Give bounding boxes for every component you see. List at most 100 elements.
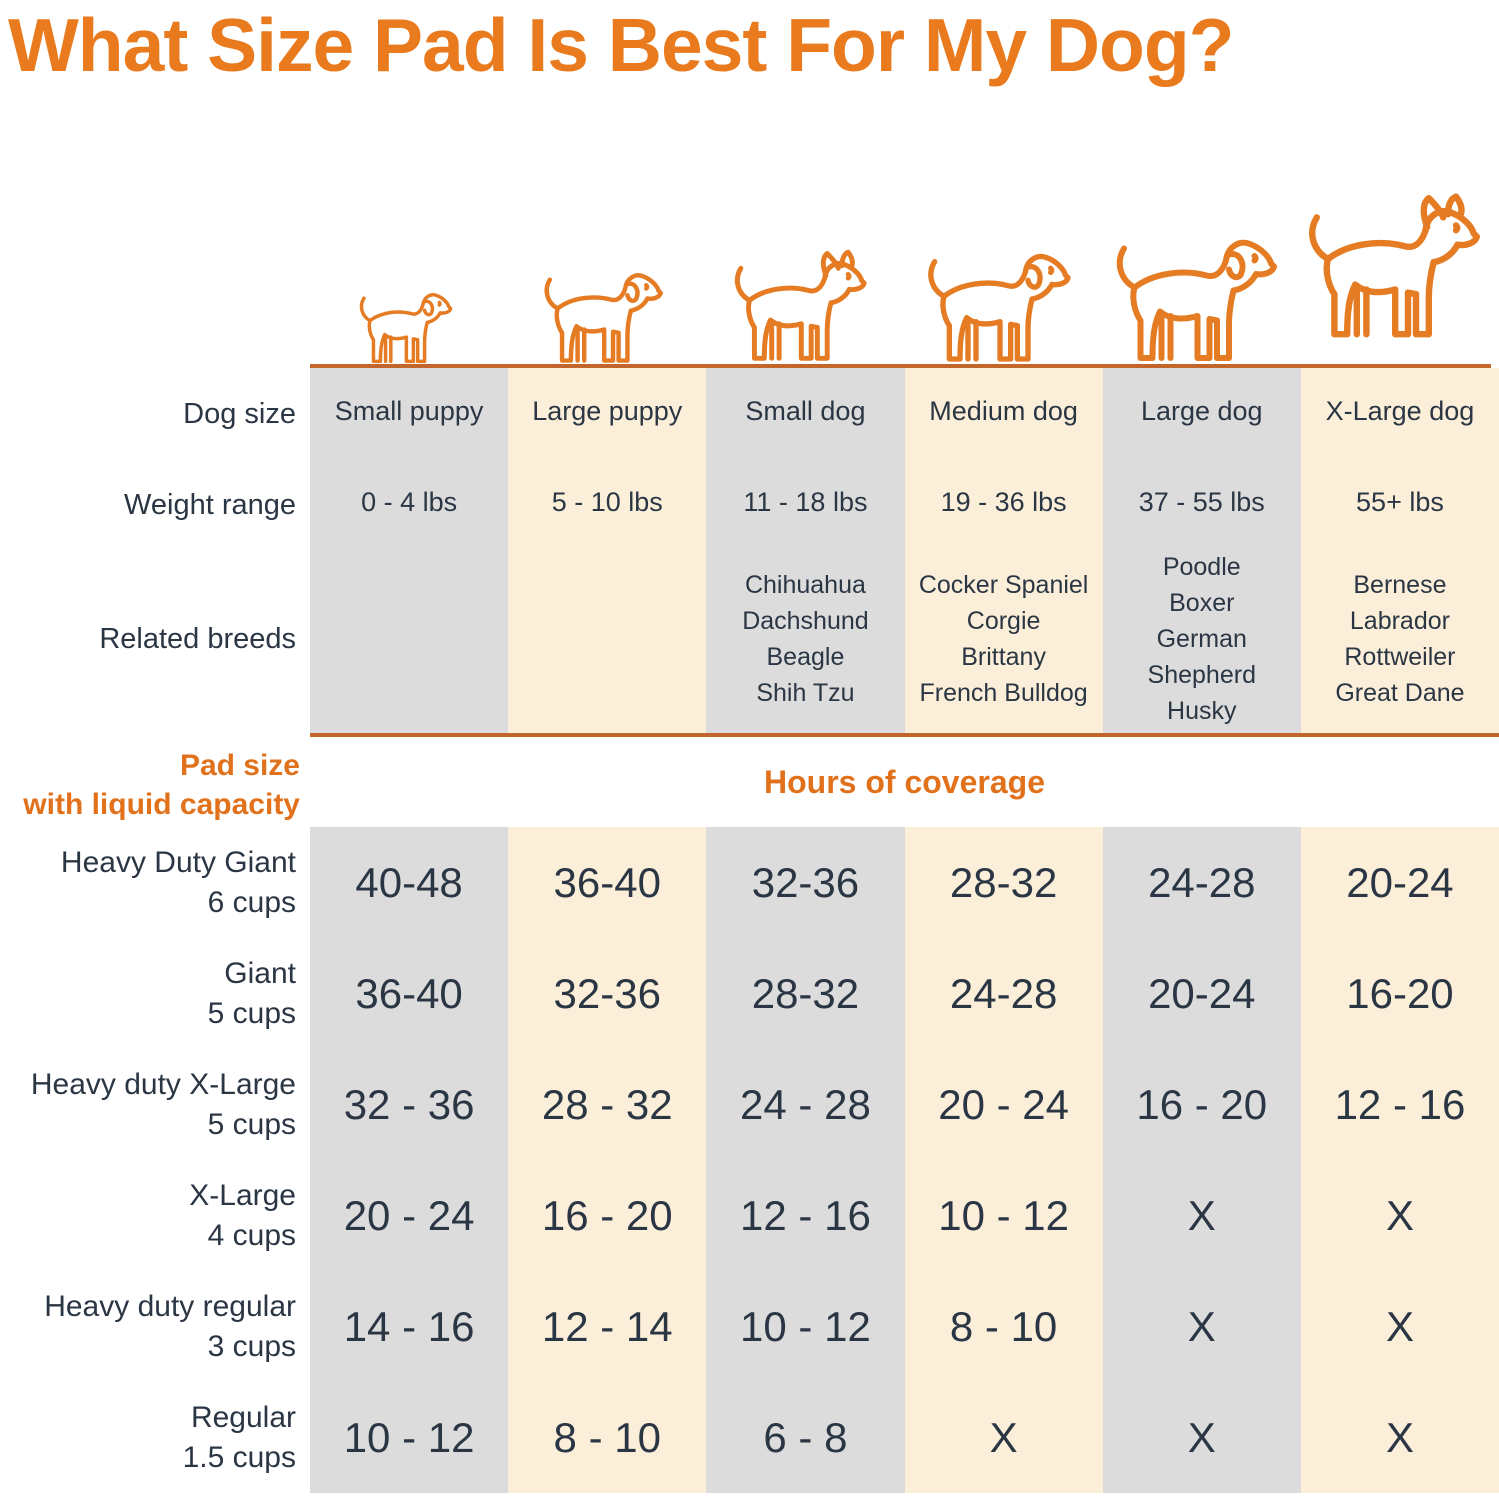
medium-dog-icon — [924, 242, 1084, 364]
small-puppy-dog-icon — [357, 286, 461, 364]
hours-cell: 12 - 14 — [541, 1302, 673, 1350]
breeds-cell — [508, 548, 706, 730]
hours-cell: 28-32 — [949, 858, 1058, 906]
related-breeds-label-text: Related breeds — [99, 622, 296, 655]
hours-cell: 6 - 8 — [763, 1413, 848, 1461]
row-label-related-breeds: Related breeds — [0, 548, 296, 730]
weight-cell: 0 - 4 lbs — [361, 487, 458, 517]
breeds-cell: Cocker Spaniel Corgie Brittany French Bu… — [918, 571, 1089, 707]
hours-cell: 24-28 — [949, 969, 1058, 1017]
hours-cell: 12 - 16 — [740, 1191, 871, 1239]
weight-cell: 55+ lbs — [1356, 487, 1444, 517]
pad-name: Giant — [224, 956, 296, 990]
pad-row-label: Heavy Duty Giant 6 cups — [0, 827, 296, 938]
column-background — [706, 827, 905, 1493]
hours-cell: 10 - 12 — [740, 1302, 871, 1350]
hours-cell: X — [1385, 1191, 1414, 1239]
column-background — [1102, 368, 1301, 733]
pad-row-values: 36-40 32-36 28-32 24-28 20-24 16-20 — [310, 938, 1499, 1049]
column-background — [508, 827, 707, 1493]
column-background — [508, 368, 707, 733]
column-header: X-Large dog — [1325, 396, 1475, 426]
pad-capacity: 4 cups — [207, 1218, 296, 1252]
pad-row-values: 14 - 16 12 - 14 10 - 12 8 - 10 X X — [310, 1271, 1499, 1382]
hours-cell: X — [1385, 1302, 1414, 1350]
hours-cell: 10 - 12 — [343, 1413, 475, 1461]
breeds-cell: Poodle Boxer German Shepherd Husky — [1147, 553, 1256, 725]
related-breeds-row: Chihuahua Dachshund Beagle Shih Tzu Cock… — [310, 548, 1499, 730]
column-background — [706, 368, 905, 733]
pad-row-values: 32 - 36 28 - 32 24 - 28 20 - 24 16 - 20 … — [310, 1049, 1499, 1160]
pad-row-values: 20 - 24 16 - 20 12 - 16 10 - 12 X X — [310, 1160, 1499, 1271]
hours-cell: 24-28 — [1148, 858, 1256, 906]
x-large-dog-icon — [1304, 170, 1496, 364]
hours-cell: 20-24 — [1148, 969, 1256, 1017]
hours-cell: 16 - 20 — [1136, 1080, 1268, 1128]
hours-cell: 20-24 — [1346, 858, 1454, 906]
hours-cell: X — [1187, 1191, 1216, 1239]
section-divider — [310, 733, 1499, 737]
hours-cell: X — [989, 1413, 1018, 1461]
pad-name: X-Large — [189, 1178, 296, 1212]
hours-cell: 16-20 — [1346, 969, 1454, 1017]
column-background — [1102, 827, 1301, 1493]
hours-cell: 36-40 — [553, 858, 661, 906]
pad-name: Heavy duty regular — [44, 1289, 296, 1323]
hours-cell: 8 - 10 — [553, 1413, 661, 1461]
column-background — [904, 827, 1103, 1493]
pad-capacity: 5 cups — [207, 996, 296, 1030]
small-dog-icon — [731, 249, 879, 364]
hours-cell: 8 - 10 — [949, 1302, 1058, 1350]
hours-cell: 10 - 12 — [938, 1191, 1069, 1239]
pad-name: Heavy duty X-Large — [30, 1067, 296, 1101]
pad-capacity: 1.5 cups — [182, 1440, 296, 1474]
pad-capacity: 6 cups — [207, 885, 296, 919]
pad-row-label: Heavy duty regular 3 cups — [0, 1271, 296, 1382]
pad-row-label: Giant 5 cups — [0, 938, 296, 1049]
column-header: Large puppy — [532, 396, 683, 426]
pad-name: Heavy Duty Giant — [60, 845, 296, 879]
pad-name: Regular — [190, 1400, 296, 1434]
breeds-cell — [310, 548, 508, 730]
column-header: Medium dog — [929, 396, 1078, 426]
hours-of-coverage-header: Hours of coverage — [764, 764, 1045, 800]
hours-cell: 40-48 — [355, 858, 463, 906]
row-label-weight-range: Weight range — [124, 489, 296, 521]
pad-row-label: Heavy duty X-Large 5 cups — [0, 1049, 296, 1160]
baseline-divider — [310, 364, 1491, 368]
pad-size-section-label: Pad size with liquid capacity — [23, 749, 300, 821]
large-dog-icon — [1112, 226, 1292, 364]
top-column-backgrounds — [310, 368, 1499, 733]
column-header: Large dog — [1140, 396, 1263, 426]
dog-size-row: Small puppy Large puppy Small dog Medium… — [310, 396, 1499, 427]
breeds-cell: Bernese Labrador Rottweiler Great Dane — [1335, 571, 1465, 707]
hours-cell: 12 - 16 — [1334, 1080, 1466, 1128]
hours-cell: 20 - 24 — [343, 1191, 475, 1239]
pad-row-label: X-Large 4 cups — [0, 1160, 296, 1271]
pad-row-values: 40-48 36-40 32-36 28-32 24-28 20-24 — [310, 827, 1499, 938]
hours-cell: 16 - 20 — [541, 1191, 673, 1239]
column-header: Small dog — [745, 396, 866, 426]
row-label-dog-size: Dog size — [183, 398, 296, 430]
column-header: Small puppy — [334, 396, 484, 426]
pad-capacity: 5 cups — [207, 1107, 296, 1141]
hours-cell: X — [1385, 1413, 1414, 1461]
hours-cell: 24 - 28 — [740, 1080, 871, 1128]
column-background — [310, 368, 509, 733]
hours-cell: 32-36 — [553, 969, 661, 1017]
hours-cell: 28-32 — [751, 969, 860, 1017]
column-background — [1300, 368, 1499, 733]
bottom-column-backgrounds — [310, 827, 1499, 1493]
hours-cell: 20 - 24 — [938, 1080, 1069, 1128]
pad-row-values: 10 - 12 8 - 10 6 - 8 X X X — [310, 1382, 1499, 1493]
page-title: What Size Pad Is Best For My Dog? — [8, 3, 1234, 87]
hours-cell: X — [1187, 1413, 1216, 1461]
hours-cell: X — [1187, 1302, 1216, 1350]
weight-cell: 5 - 10 lbs — [551, 487, 663, 517]
weight-range-row: 0 - 4 lbs 5 - 10 lbs 11 - 18 lbs 19 - 36… — [310, 487, 1499, 518]
column-background — [1300, 827, 1499, 1493]
hours-cell: 36-40 — [355, 969, 463, 1017]
column-background — [904, 368, 1103, 733]
hours-cell: 32 - 36 — [343, 1080, 475, 1128]
